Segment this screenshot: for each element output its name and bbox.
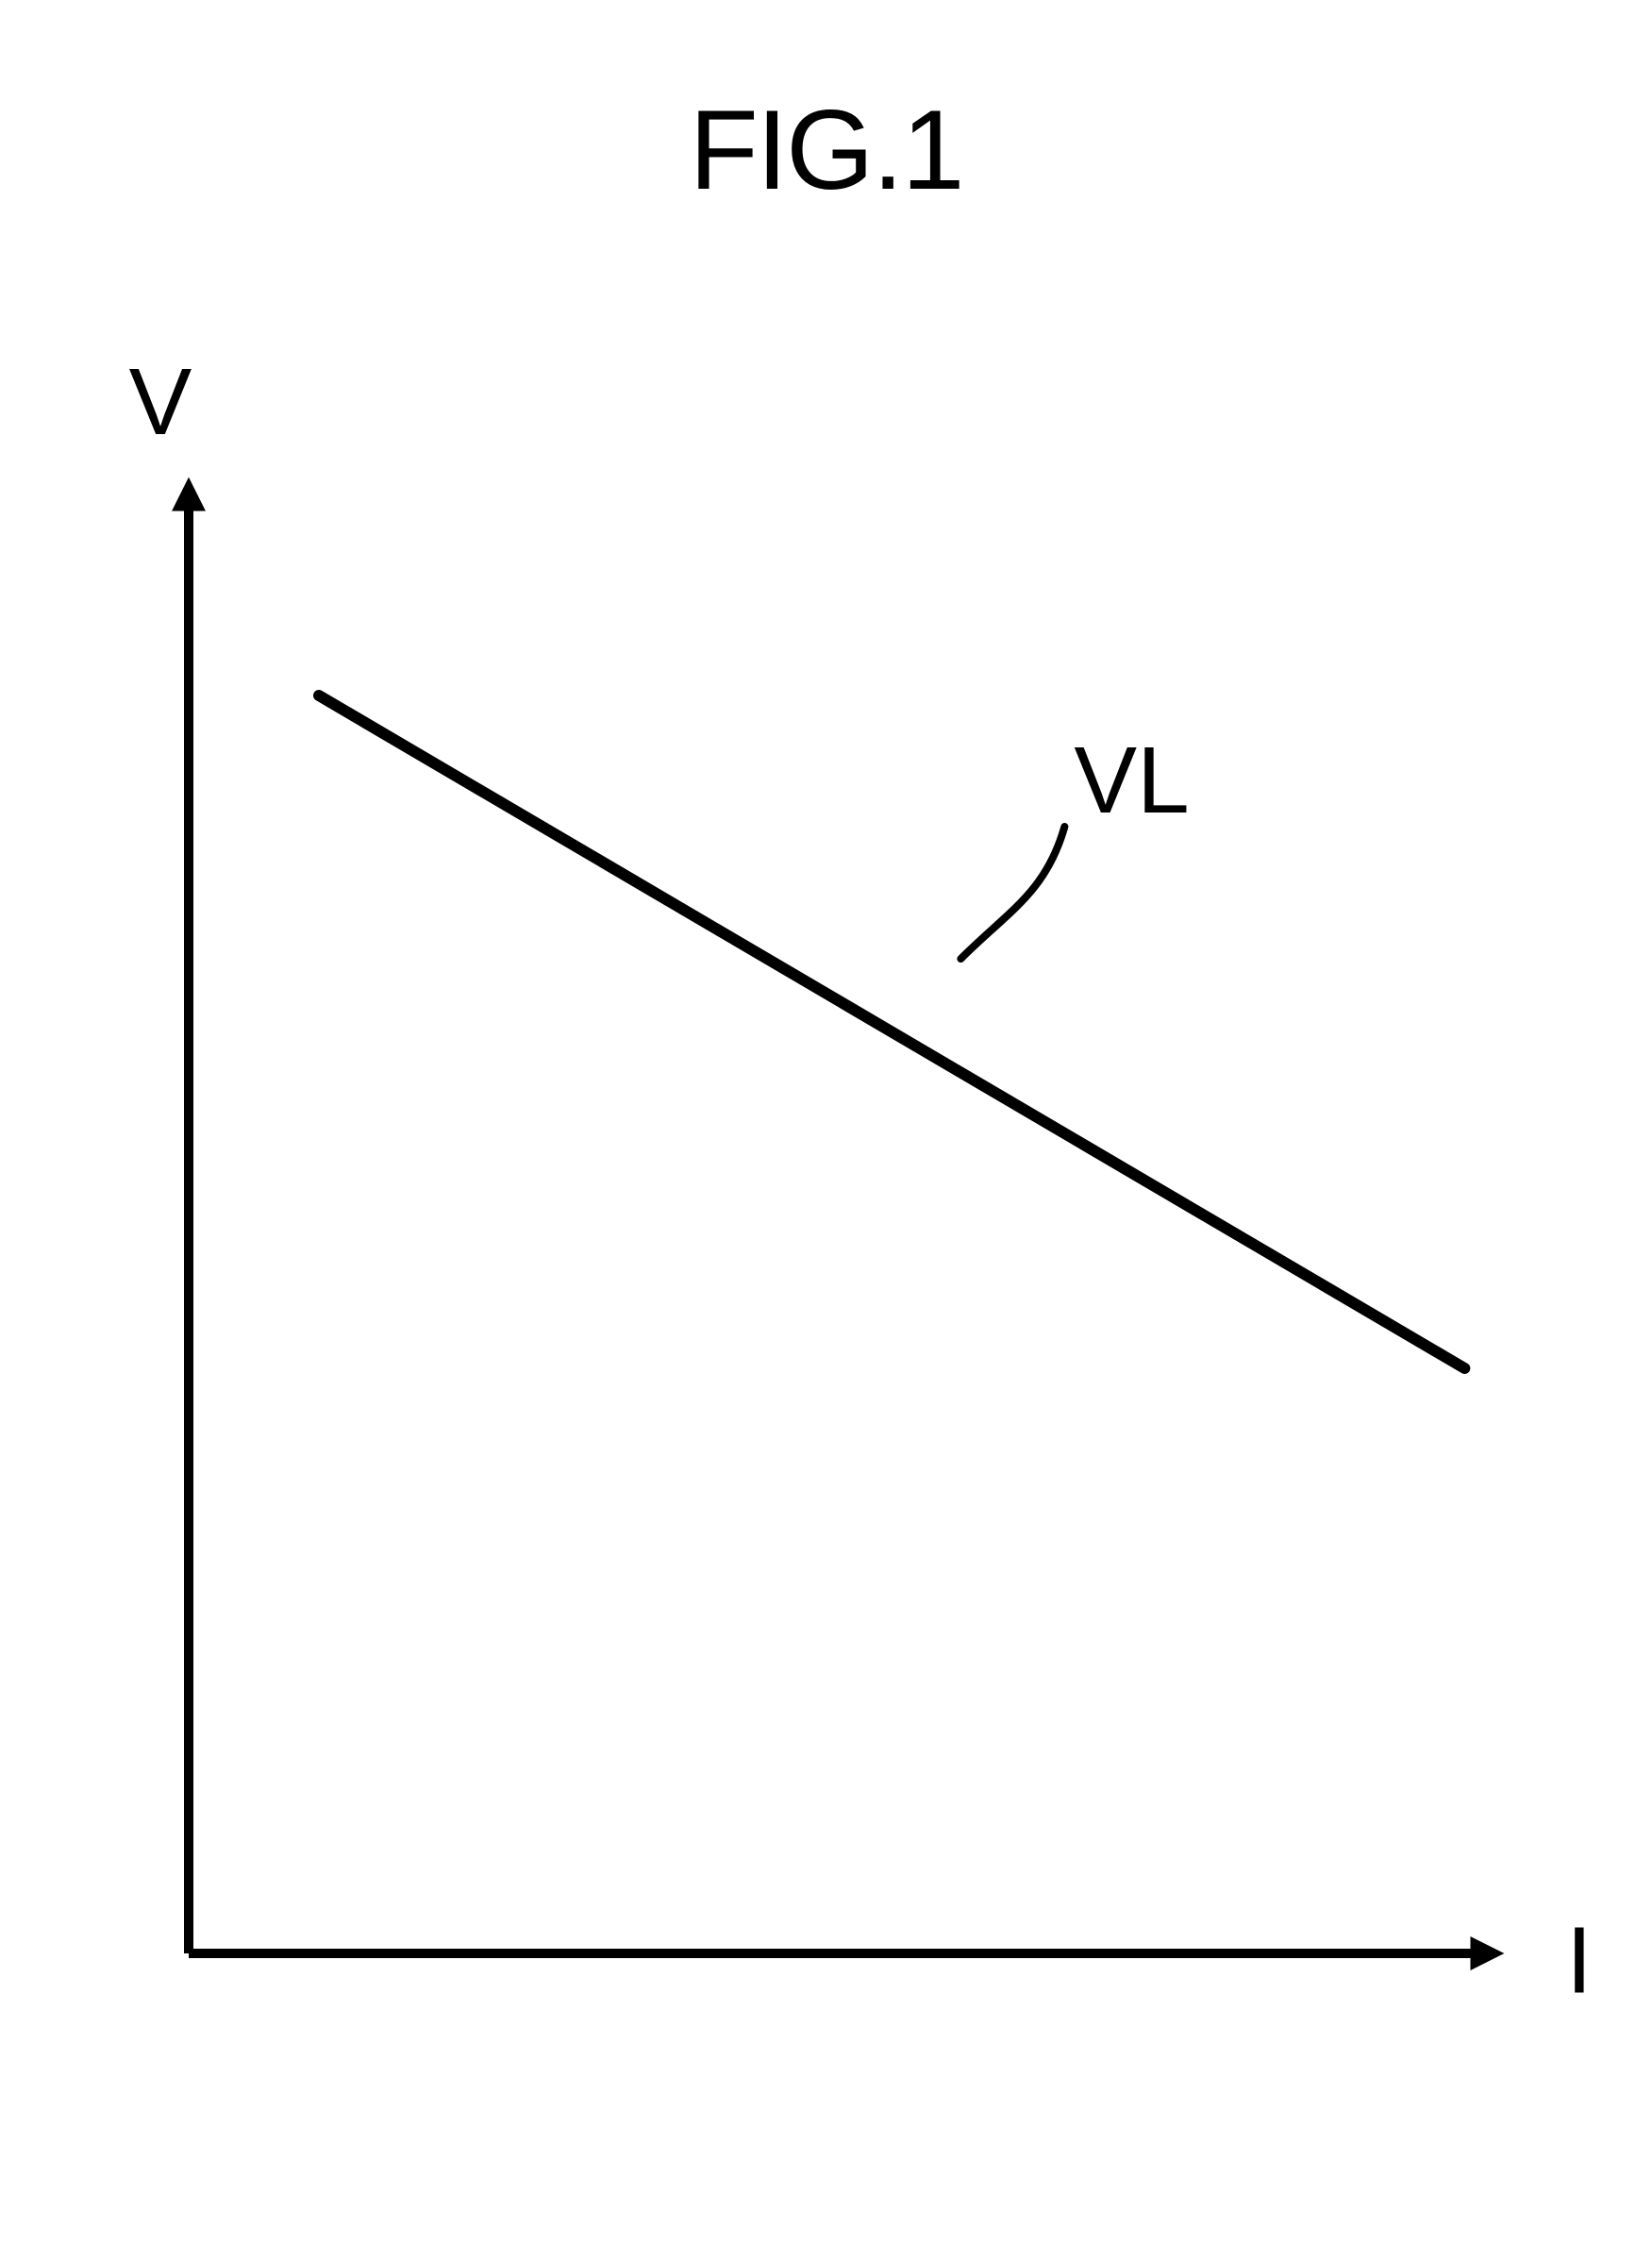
x-axis-label: I xyxy=(1566,1907,1593,2013)
series-line-VL xyxy=(319,695,1464,1368)
chart: V I VL xyxy=(0,0,1652,2245)
page: FIG.1 VIVL xyxy=(0,0,1652,2245)
y-axis-label: V xyxy=(129,349,192,455)
series-leader-VL xyxy=(960,827,1064,959)
series-label-VL: VL xyxy=(1074,728,1189,833)
